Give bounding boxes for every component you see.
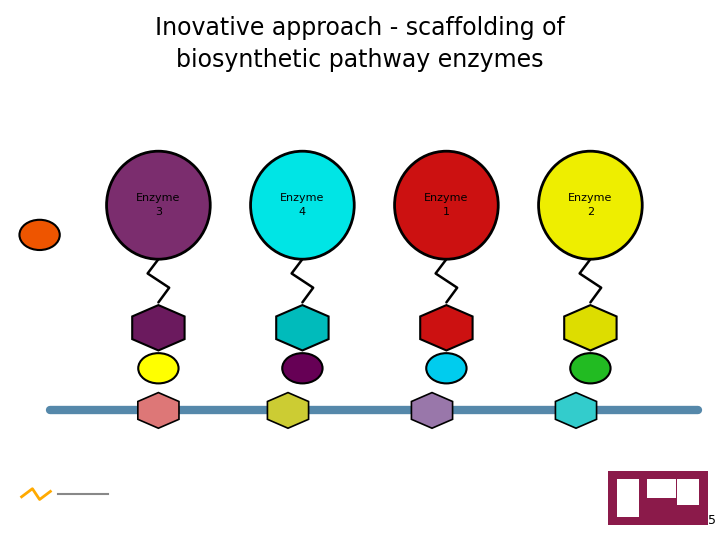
FancyBboxPatch shape	[608, 471, 708, 525]
Polygon shape	[411, 393, 453, 428]
Ellipse shape	[107, 151, 210, 259]
Ellipse shape	[395, 151, 498, 259]
Text: Enzyme
4: Enzyme 4	[280, 193, 325, 217]
Polygon shape	[267, 393, 309, 428]
Circle shape	[426, 353, 467, 383]
Ellipse shape	[251, 151, 354, 259]
Polygon shape	[555, 393, 597, 428]
Polygon shape	[564, 305, 616, 350]
Text: Enzyme
2: Enzyme 2	[568, 193, 613, 217]
Polygon shape	[132, 305, 184, 350]
Text: Inovative approach - scaffolding of
biosynthetic pathway enzymes: Inovative approach - scaffolding of bios…	[155, 16, 565, 72]
Circle shape	[570, 353, 611, 383]
FancyBboxPatch shape	[677, 505, 699, 517]
Circle shape	[19, 220, 60, 250]
Circle shape	[138, 353, 179, 383]
Polygon shape	[138, 393, 179, 428]
Polygon shape	[276, 305, 328, 350]
Polygon shape	[420, 305, 472, 350]
FancyBboxPatch shape	[647, 479, 676, 498]
Text: Enzyme
1: Enzyme 1	[424, 193, 469, 217]
FancyBboxPatch shape	[677, 479, 699, 517]
FancyBboxPatch shape	[617, 479, 639, 517]
Ellipse shape	[539, 151, 642, 259]
Text: Enzyme
3: Enzyme 3	[136, 193, 181, 217]
Text: 5: 5	[708, 514, 716, 526]
Circle shape	[282, 353, 323, 383]
